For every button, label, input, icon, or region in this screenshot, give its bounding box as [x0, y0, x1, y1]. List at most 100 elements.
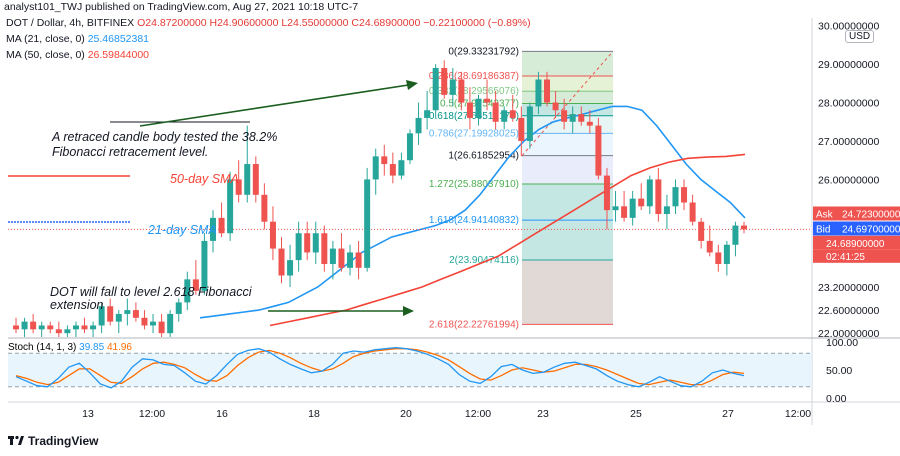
- ma50-value: 26.59844000: [87, 49, 150, 61]
- fib-zone: [522, 220, 613, 260]
- candle-body: [629, 198, 636, 218]
- candle-body: [458, 79, 465, 103]
- candle-body: [38, 325, 45, 330]
- fib-level-label: 0.382(28.29565076): [429, 86, 519, 97]
- candle-body: [167, 313, 174, 334]
- candle-body: [552, 102, 559, 111]
- bid-tag: [813, 221, 900, 236]
- candle-body: [372, 156, 379, 180]
- stoch-k-line: [15, 346, 745, 389]
- publisher-line: analyst101_TWJ published on TradingView.…: [4, 1, 359, 13]
- candle-body: [603, 175, 610, 211]
- price-tick-label: 23.20000000: [818, 282, 879, 294]
- candle-body: [578, 114, 585, 122]
- fib-zone: [522, 51, 613, 76]
- price-tick-label: 22.60000000: [818, 305, 879, 317]
- candle-body: [621, 206, 628, 218]
- candle-body: [175, 302, 182, 314]
- ma50-label[interactable]: MA (50, close, 0): [6, 49, 85, 61]
- candle-body: [466, 102, 473, 118]
- candle-body: [261, 194, 268, 222]
- candle-body: [681, 187, 688, 203]
- trend-arrow-up[interactable]: [139, 83, 416, 127]
- tradingview-logo[interactable]: TradingView: [8, 434, 98, 448]
- candle-body: [638, 198, 645, 207]
- fib-zone: [522, 259, 613, 325]
- time-tick-label: 18: [308, 408, 320, 420]
- currency-button[interactable]: USD: [845, 30, 875, 43]
- candle-body: [184, 279, 191, 303]
- candle-body: [235, 179, 242, 195]
- fib-level-label: 2.618(22.22761994): [429, 319, 519, 330]
- price-tick-label: 28.00000000: [818, 98, 879, 110]
- stoch-name[interactable]: Stoch (14, 1, 3): [8, 342, 77, 353]
- symbol-name[interactable]: DOT / Dollar, 4h, BITFINEX: [6, 17, 135, 29]
- ma50-line: [269, 153, 746, 327]
- fall-note-line1: DOT will fall to level 2.618 Fibonacci: [50, 285, 253, 299]
- candle-body: [81, 325, 88, 330]
- ma21-line: [199, 105, 746, 319]
- candle-body: [518, 117, 525, 141]
- stoch-d-value: 41.96: [106, 342, 132, 353]
- candle-body: [355, 252, 362, 268]
- candle-body: [209, 217, 216, 241]
- price-tick-label: 27.00000000: [818, 136, 879, 148]
- fib-level-label: 2(23.90474116): [449, 255, 519, 266]
- candle-body: [244, 164, 251, 195]
- candle-body: [107, 306, 114, 322]
- candle-body: [312, 233, 319, 253]
- time-tick-label: 23: [537, 408, 549, 420]
- candle-body: [304, 233, 311, 253]
- time-axis[interactable]: 13 12:00 16 18 20 12:00 23 25 27 12:00: [82, 408, 811, 420]
- candle-body: [672, 187, 679, 207]
- stochastic-panel[interactable]: 100.00 50.00 0.00: [8, 337, 858, 405]
- candle-body: [287, 260, 294, 276]
- fib-note-line1: A retraced candle body tested the 38.2%: [51, 130, 277, 144]
- ma21-label[interactable]: MA (21, close, 0): [6, 33, 85, 45]
- time-tick-label: 12:00: [785, 408, 811, 420]
- time-tick-label: 13: [82, 408, 94, 420]
- arrow-head-icon: [403, 306, 414, 316]
- candle-body: [612, 206, 619, 211]
- candle-body: [64, 329, 71, 334]
- stoch-tick-label: 100.00: [826, 337, 858, 349]
- candle-body: [30, 321, 37, 330]
- fib-level-label: 1(26.61852954): [448, 151, 519, 162]
- fib-level-label: 1.272(25.88037910): [429, 179, 519, 190]
- candle-body: [278, 248, 285, 276]
- candle-body: [655, 179, 662, 215]
- ohlc-values: O24.87200000 H24.90600000 L24.55000000 C…: [137, 17, 531, 29]
- fib-note-line2: Fibonacci retracement level.: [52, 145, 208, 159]
- stoch-band: [8, 353, 812, 387]
- candle-body: [424, 110, 431, 118]
- candle-body: [689, 202, 696, 222]
- fib-level-label: 0.618(27.65519178): [429, 111, 519, 122]
- bid-value: 24.69700000: [842, 225, 900, 236]
- candle-body: [663, 206, 670, 215]
- price-tick-label: 29.00000000: [818, 59, 879, 71]
- chart-legend: DOT / Dollar, 4h, BITFINEX O24.87200000 …: [6, 15, 531, 63]
- candle-body: [595, 125, 602, 176]
- time-tick-label: 12:00: [465, 408, 491, 420]
- candle-body: [544, 79, 551, 103]
- candle-body: [141, 317, 148, 326]
- sma50-annotation: 50-day SMA: [170, 172, 239, 186]
- candle-body: [398, 160, 405, 176]
- candle-body: [72, 325, 79, 330]
- ma21-value: 25.46852381: [87, 33, 150, 45]
- stoch-tick-label: 0.00: [826, 393, 847, 405]
- candle-body: [646, 179, 653, 207]
- legend-ma50-row: MA (50, close, 0) 26.59844000: [6, 47, 531, 63]
- fib-level-label: 0.786(27.19928025): [429, 128, 519, 139]
- candle-body: [432, 67, 439, 111]
- price-axis[interactable]: 30.00000000 29.00000000 28.00000000 27.0000…: [813, 21, 900, 340]
- fib-level-label: 0.236(28.69186387): [429, 71, 519, 82]
- bid-label: Bid: [816, 225, 830, 236]
- candle-body: [98, 306, 105, 326]
- fibonacci-tool[interactable]: 0(29.33231792) 0.236(28.69186387) 0.382(28…: [429, 46, 614, 330]
- candle-body: [741, 225, 747, 230]
- candle-body: [21, 321, 28, 330]
- tradingview-logo-icon: [8, 435, 24, 445]
- fib-level-label: 0(29.33231792): [448, 46, 519, 57]
